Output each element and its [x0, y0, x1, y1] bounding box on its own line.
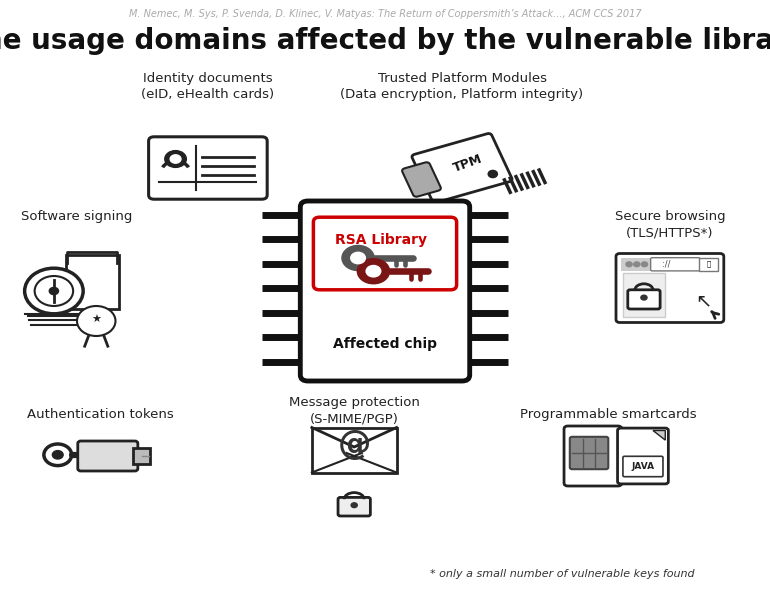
Circle shape — [77, 306, 116, 336]
Circle shape — [170, 155, 181, 163]
Circle shape — [367, 265, 380, 277]
Circle shape — [626, 262, 632, 266]
Text: * only a small number of vulnerable keys found: * only a small number of vulnerable keys… — [430, 569, 695, 579]
Text: RSA Library: RSA Library — [335, 233, 427, 247]
Text: Message protection
(S-MIME/PGP): Message protection (S-MIME/PGP) — [289, 396, 420, 425]
FancyBboxPatch shape — [628, 290, 660, 309]
FancyBboxPatch shape — [651, 258, 700, 271]
Text: ↖: ↖ — [695, 292, 711, 311]
Text: 🔍: 🔍 — [706, 260, 711, 267]
Circle shape — [165, 151, 186, 167]
Circle shape — [350, 252, 365, 263]
Circle shape — [44, 444, 72, 466]
Circle shape — [641, 262, 648, 266]
FancyBboxPatch shape — [313, 217, 457, 290]
Text: Secure browsing
(TLS/HTTPS*): Secure browsing (TLS/HTTPS*) — [614, 210, 725, 239]
Circle shape — [641, 295, 647, 300]
Circle shape — [49, 287, 59, 295]
Text: Authentication tokens: Authentication tokens — [27, 408, 173, 421]
Bar — [133, 448, 150, 464]
Text: Trusted Platform Modules
(Data encryption, Platform integrity): Trusted Platform Modules (Data encryptio… — [340, 72, 584, 101]
Text: Affected chip: Affected chip — [333, 337, 437, 351]
Text: The usage domains affected by the vulnerable library: The usage domains affected by the vulner… — [0, 27, 770, 55]
FancyBboxPatch shape — [412, 134, 512, 202]
FancyBboxPatch shape — [564, 426, 622, 486]
FancyBboxPatch shape — [402, 162, 441, 197]
FancyBboxPatch shape — [300, 201, 470, 381]
Text: M. Nemec, M. Sys, P. Svenda, D. Klinec, V. Matyas: The Return of Coppersmith’s A: M. Nemec, M. Sys, P. Svenda, D. Klinec, … — [129, 9, 641, 19]
FancyBboxPatch shape — [618, 428, 668, 484]
Text: ★: ★ — [92, 315, 101, 325]
Text: TPM: TPM — [452, 152, 484, 175]
Circle shape — [25, 268, 83, 314]
Text: Identity documents
(eID, eHealth cards): Identity documents (eID, eHealth cards) — [142, 72, 274, 101]
FancyBboxPatch shape — [616, 253, 724, 323]
Bar — [621, 258, 718, 271]
FancyBboxPatch shape — [78, 441, 138, 471]
Text: @: @ — [337, 427, 371, 461]
Circle shape — [35, 276, 73, 306]
Circle shape — [52, 451, 63, 459]
Circle shape — [357, 259, 390, 284]
Circle shape — [342, 245, 374, 271]
Text: ://: :// — [662, 259, 671, 268]
FancyBboxPatch shape — [699, 258, 718, 271]
Polygon shape — [653, 431, 665, 440]
Bar — [312, 427, 397, 473]
FancyBboxPatch shape — [623, 456, 663, 476]
Text: Software signing: Software signing — [22, 210, 132, 223]
FancyBboxPatch shape — [338, 497, 370, 516]
Text: JAVA: JAVA — [631, 462, 654, 471]
FancyBboxPatch shape — [570, 437, 608, 469]
FancyBboxPatch shape — [149, 137, 267, 199]
FancyBboxPatch shape — [66, 256, 119, 308]
Bar — [623, 274, 665, 317]
Circle shape — [634, 262, 640, 266]
Text: Programmable smartcards: Programmable smartcards — [520, 408, 697, 421]
Circle shape — [351, 503, 357, 508]
Circle shape — [488, 170, 497, 178]
